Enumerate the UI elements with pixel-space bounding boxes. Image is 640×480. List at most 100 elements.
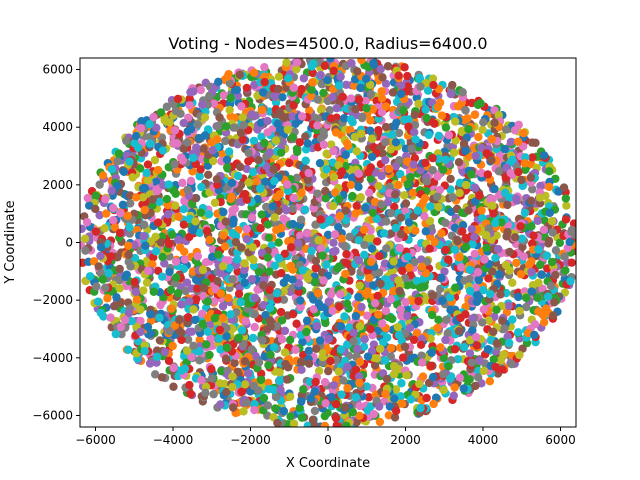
x-tick-label: 0 bbox=[324, 433, 332, 447]
scatter-point bbox=[241, 316, 250, 326]
scatter-point bbox=[189, 153, 198, 163]
scatter-point bbox=[275, 368, 284, 377]
scatter-point bbox=[503, 200, 512, 210]
scatter-point bbox=[235, 70, 245, 80]
scatter-point bbox=[185, 327, 194, 337]
scatter-point bbox=[304, 168, 313, 178]
scatter-point bbox=[480, 255, 489, 264]
scatter-point bbox=[118, 200, 128, 210]
scatter-point bbox=[286, 243, 296, 252]
scatter-point bbox=[479, 305, 488, 314]
scatter-point bbox=[116, 208, 125, 218]
scatter-point bbox=[233, 171, 243, 181]
scatter-point bbox=[386, 229, 396, 238]
scatter-point bbox=[364, 393, 374, 402]
scatter-point bbox=[142, 278, 152, 287]
scatter-point bbox=[328, 92, 337, 102]
scatter-point bbox=[116, 322, 126, 332]
scatter-point bbox=[302, 316, 312, 325]
scatter-point bbox=[143, 266, 153, 275]
scatter-point bbox=[104, 269, 114, 278]
scatter-point bbox=[479, 285, 488, 295]
scatter-point bbox=[216, 345, 225, 354]
scatter-point bbox=[421, 227, 430, 236]
scatter-point bbox=[507, 359, 516, 369]
scatter-point bbox=[457, 127, 467, 137]
scatter-point bbox=[482, 243, 491, 253]
scatter-point bbox=[188, 167, 197, 176]
scatter-point bbox=[504, 301, 513, 310]
scatter-point bbox=[140, 183, 150, 193]
scatter-point bbox=[296, 302, 305, 312]
scatter-point bbox=[334, 81, 344, 90]
scatter-point bbox=[453, 102, 463, 111]
scatter-point bbox=[121, 272, 130, 282]
scatter-point bbox=[136, 124, 146, 133]
scatter-point bbox=[82, 218, 92, 227]
scatter-point bbox=[424, 130, 434, 140]
scatter-point bbox=[394, 71, 403, 80]
scatter-point bbox=[491, 362, 500, 372]
scatter-point bbox=[239, 120, 248, 130]
scatter-point bbox=[565, 237, 574, 247]
scatter-point bbox=[280, 348, 290, 357]
scatter-point bbox=[341, 269, 350, 279]
scatter-point bbox=[152, 123, 161, 133]
scatter-point bbox=[403, 280, 412, 290]
scatter-point bbox=[345, 232, 354, 242]
scatter-point bbox=[353, 67, 362, 76]
scatter-point bbox=[428, 166, 437, 175]
scatter-point bbox=[415, 74, 424, 84]
scatter-point bbox=[354, 256, 364, 265]
scatter-point bbox=[467, 224, 476, 234]
scatter-point bbox=[516, 270, 526, 279]
scatter-point bbox=[436, 343, 445, 352]
scatter-point bbox=[276, 307, 286, 317]
scatter-point bbox=[234, 289, 244, 299]
scatter-point bbox=[520, 208, 530, 218]
scatter-point bbox=[204, 170, 213, 180]
scatter-point bbox=[270, 213, 279, 222]
scatter-point bbox=[229, 215, 238, 225]
scatter-point bbox=[368, 208, 378, 217]
scatter-point bbox=[237, 102, 246, 111]
scatter-point bbox=[362, 103, 371, 113]
scatter-point bbox=[416, 165, 425, 175]
scatter-point bbox=[179, 220, 189, 229]
scatter-point bbox=[390, 394, 399, 403]
scatter-point bbox=[459, 384, 468, 393]
scatter-point bbox=[288, 204, 297, 214]
scatter-point bbox=[179, 144, 189, 154]
scatter-point bbox=[351, 393, 361, 402]
scatter-point bbox=[183, 335, 193, 344]
scatter-point bbox=[434, 202, 443, 212]
scatter-point bbox=[238, 135, 248, 144]
scatter-point bbox=[217, 149, 226, 158]
scatter-point bbox=[199, 144, 208, 153]
scatter-point bbox=[555, 238, 565, 248]
scatter-point bbox=[420, 194, 430, 203]
scatter-point bbox=[437, 229, 446, 238]
scatter-point bbox=[457, 208, 467, 217]
scatter-point bbox=[499, 350, 508, 359]
scatter-point bbox=[464, 206, 473, 215]
scatter-point bbox=[207, 374, 217, 383]
scatter-point bbox=[126, 262, 135, 271]
scatter-point bbox=[288, 133, 297, 142]
scatter-point bbox=[470, 232, 479, 242]
scatter-point bbox=[273, 418, 282, 427]
scatter-point bbox=[222, 163, 232, 172]
scatter-point bbox=[416, 340, 426, 349]
scatter-point bbox=[342, 421, 351, 427]
scatter-point bbox=[137, 116, 146, 126]
scatter-point bbox=[282, 58, 291, 67]
scatter-point bbox=[270, 176, 279, 186]
scatter-point bbox=[266, 322, 275, 331]
scatter-point bbox=[450, 345, 460, 354]
scatter-point bbox=[205, 235, 214, 245]
scatter-point bbox=[505, 247, 514, 257]
scatter-point bbox=[261, 177, 270, 186]
scatter-point bbox=[398, 266, 407, 276]
scatter-point bbox=[220, 242, 230, 251]
scatter-point bbox=[157, 373, 167, 382]
